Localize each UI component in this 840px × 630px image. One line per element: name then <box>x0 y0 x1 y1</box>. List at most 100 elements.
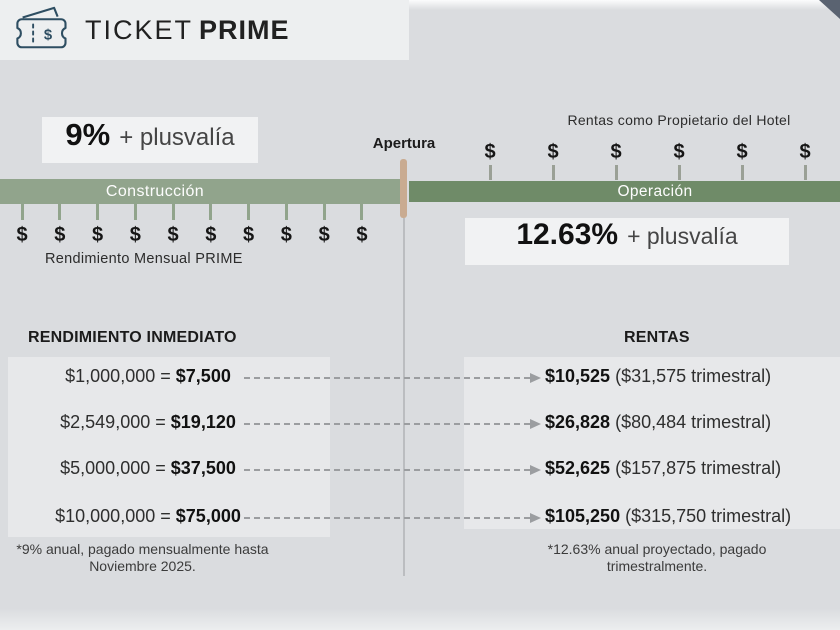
payment-tick: $ <box>312 204 336 246</box>
apertura-marker <box>400 159 407 218</box>
right-column-header: RENTAS <box>624 329 690 346</box>
tick-mark <box>209 204 213 220</box>
operation-payment-ticks: $ $ $ $ $ $ <box>478 141 817 180</box>
header: $ TICKET PRIME <box>0 0 409 60</box>
tick-mark <box>803 165 807 180</box>
dollar-sign: $ <box>610 141 622 163</box>
operation-rate-suffix: + plusvalía <box>627 223 738 249</box>
operation-rate: 12.63% <box>516 218 619 251</box>
construction-payment-ticks: $ $ $ $ $ $ $ $ $ $ <box>10 204 374 246</box>
tick-mark <box>322 204 326 220</box>
right-rows-panel <box>464 357 840 529</box>
table-row-rent: $52,625 ($157,875 trimestral) <box>545 458 781 479</box>
tick-mark <box>284 204 288 220</box>
tick-mark <box>96 204 100 220</box>
footnote-line: Noviembre 2025. <box>89 557 196 574</box>
construction-footnote: *9% anual, pagado mensualmente hasta Nov… <box>0 541 285 575</box>
center-divider-line <box>403 218 405 576</box>
left-column-header: RENDIMIENTO INMEDIATO <box>28 329 237 346</box>
payment-tick: $ <box>478 141 502 180</box>
payment-tick: $ <box>86 204 110 246</box>
connector-dashed-line <box>244 423 530 425</box>
construction-rate: 9% <box>65 117 111 152</box>
construction-caption: Rendimiento Mensual PRIME <box>45 251 243 267</box>
immediate-return: $75,000 <box>175 506 241 526</box>
tick-mark <box>247 204 251 220</box>
apertura-label: Apertura <box>372 135 436 152</box>
payment-tick: $ <box>730 141 754 180</box>
tick-mark <box>133 204 137 220</box>
svg-text:$: $ <box>44 27 53 43</box>
bottom-gradient <box>0 608 840 630</box>
investment-amount: $1,000,000 <box>65 366 156 386</box>
payment-tick: $ <box>161 204 185 246</box>
payment-tick: $ <box>541 141 565 180</box>
tick-mark <box>614 165 618 180</box>
payment-tick: $ <box>48 204 72 246</box>
dollar-sign: $ <box>16 224 28 246</box>
construction-bar: Construcción <box>0 179 400 204</box>
payment-tick: $ <box>10 204 34 246</box>
immediate-return: $37,500 <box>170 458 236 478</box>
tick-mark <box>171 204 175 220</box>
payment-tick: $ <box>793 141 817 180</box>
rent-amount: $26,828 <box>545 412 611 432</box>
tick-mark <box>58 204 62 220</box>
payment-tick: $ <box>123 204 147 246</box>
tick-mark <box>740 165 744 180</box>
investment-amount: $5,000,000 <box>60 458 151 478</box>
equals-sign: = <box>155 412 166 432</box>
equals-sign: = <box>160 366 171 386</box>
payment-tick: $ <box>350 204 374 246</box>
construction-rate-suffix: + plusvalía <box>119 124 235 151</box>
ticket-dollar-icon: $ <box>13 3 69 58</box>
rent-quarterly: ($157,875 trimestral) <box>615 458 782 478</box>
table-row-investment: $10,000,000 = $75,000 <box>8 506 288 527</box>
dollar-sign: $ <box>799 141 811 163</box>
dollar-sign: $ <box>673 141 685 163</box>
table-row-rent: $10,525 ($31,575 trimestral) <box>545 366 771 387</box>
dollar-sign: $ <box>205 224 217 246</box>
rent-quarterly: ($80,484 trimestral) <box>615 412 772 432</box>
operation-bar: Operación <box>409 181 840 202</box>
dollar-sign: $ <box>547 141 559 163</box>
construction-return-badge: 9% + plusvalía <box>42 117 258 163</box>
dollar-sign: $ <box>167 224 179 246</box>
payment-tick: $ <box>237 204 261 246</box>
footnote-line: *9% anual, pagado mensualmente hasta <box>16 541 269 557</box>
tick-mark <box>677 165 681 180</box>
dollar-sign: $ <box>356 224 368 246</box>
rent-amount: $105,250 <box>545 506 621 526</box>
tick-mark <box>20 204 24 220</box>
investment-amount: $2,549,000 <box>60 412 151 432</box>
rent-quarterly: ($315,750 trimestral) <box>625 506 792 526</box>
tick-mark <box>551 165 555 180</box>
rent-amount: $10,525 <box>545 366 611 386</box>
rent-quarterly: ($31,575 trimestral) <box>615 366 772 386</box>
dollar-sign: $ <box>280 224 292 246</box>
dollar-sign: $ <box>129 224 141 246</box>
arrow-right-icon <box>530 465 541 475</box>
equals-sign: = <box>160 506 171 526</box>
table-row-rent: $26,828 ($80,484 trimestral) <box>545 412 771 433</box>
table-row-investment: $2,549,000 = $19,120 <box>8 412 288 433</box>
operation-footnote: *12.63% anual proyectado, pagado trimest… <box>477 541 837 575</box>
arrow-right-icon <box>530 513 541 523</box>
dollar-sign: $ <box>484 141 496 163</box>
dollar-sign: $ <box>736 141 748 163</box>
immediate-return: $19,120 <box>170 412 236 432</box>
investment-amount: $10,000,000 <box>55 506 156 526</box>
operation-caption: Rentas como Propietario del Hotel <box>567 112 791 128</box>
payment-tick: $ <box>199 204 223 246</box>
title-word-ticket: TICKET <box>85 14 194 45</box>
footnote-line: *12.63% anual proyectado, pagado <box>547 541 767 557</box>
left-rows-panel <box>8 357 330 537</box>
dollar-sign: $ <box>318 224 330 246</box>
table-row-investment: $1,000,000 = $7,500 <box>8 366 288 387</box>
connector-dashed-line <box>244 469 530 471</box>
payment-tick: $ <box>274 204 298 246</box>
arrow-right-icon <box>530 373 541 383</box>
connector-dashed-line <box>244 377 530 379</box>
tick-mark <box>360 204 364 220</box>
